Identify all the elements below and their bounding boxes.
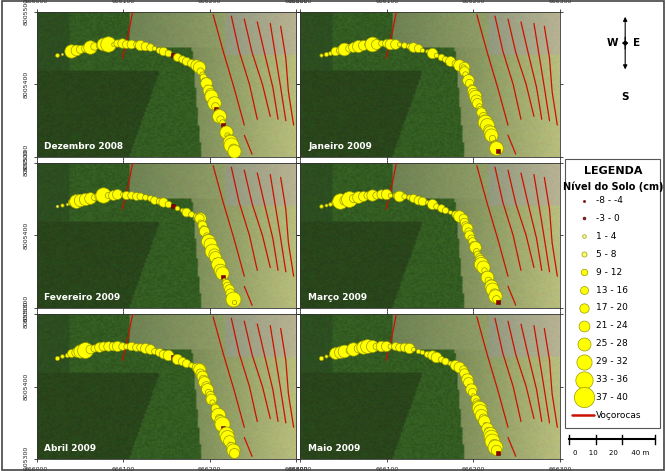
Text: 5 - 8: 5 - 8 (595, 250, 616, 259)
Text: Nível do Solo (cm): Nível do Solo (cm) (563, 181, 663, 192)
Text: 0     10     20      40 m: 0 10 20 40 m (573, 450, 649, 456)
Text: Maio 2009: Maio 2009 (308, 445, 360, 454)
Text: Voçorocas: Voçorocas (595, 411, 641, 420)
Text: 37 - 40: 37 - 40 (595, 393, 627, 402)
Text: 21 - 24: 21 - 24 (595, 321, 627, 330)
Text: 1 - 4: 1 - 4 (595, 232, 616, 241)
Text: LEGENDA: LEGENDA (584, 166, 643, 176)
Text: W: W (607, 38, 618, 48)
Text: -3 - 0: -3 - 0 (595, 214, 619, 223)
Text: 17 - 20: 17 - 20 (595, 303, 627, 312)
Text: E: E (633, 38, 641, 48)
Text: S: S (621, 92, 629, 102)
FancyBboxPatch shape (565, 159, 660, 428)
Text: Abril 2009: Abril 2009 (45, 445, 97, 454)
Text: -8 - -4: -8 - -4 (595, 196, 623, 205)
Text: 25 - 28: 25 - 28 (595, 339, 627, 348)
Text: 33 - 36: 33 - 36 (595, 375, 627, 384)
Text: 9 - 12: 9 - 12 (595, 268, 622, 276)
Text: Janeiro 2009: Janeiro 2009 (308, 142, 372, 151)
Text: Fevereiro 2009: Fevereiro 2009 (45, 293, 121, 302)
Text: Dezembro 2008: Dezembro 2008 (45, 142, 123, 151)
Text: Março 2009: Março 2009 (308, 293, 367, 302)
Text: 29 - 32: 29 - 32 (595, 357, 627, 366)
Text: 13 - 16: 13 - 16 (595, 285, 627, 294)
